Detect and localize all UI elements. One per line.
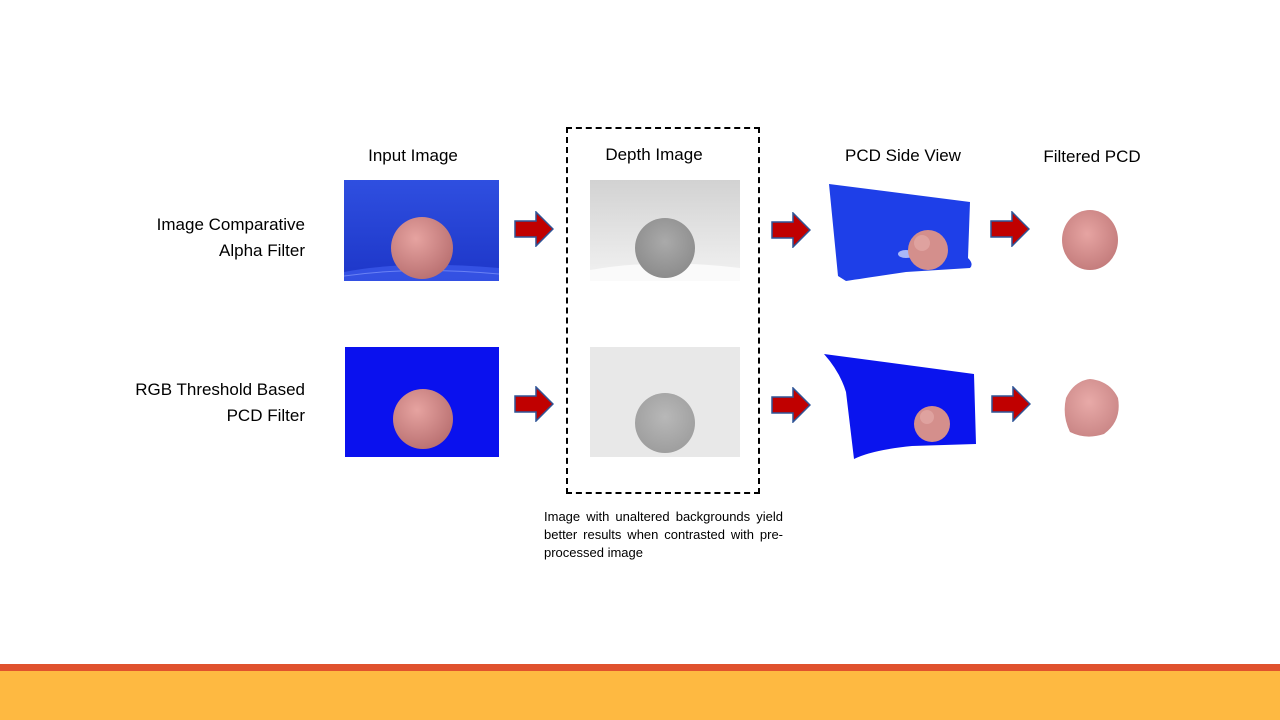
footer-accent-line bbox=[0, 664, 1280, 671]
header-depth-image: Depth Image bbox=[605, 145, 703, 164]
arrow-right-icon bbox=[514, 386, 554, 422]
header-pcd-side-view: PCD Side View bbox=[845, 146, 961, 165]
footer-bar bbox=[0, 671, 1280, 720]
header-filtered-pcd: Filtered PCD bbox=[1043, 147, 1141, 166]
row-label-rgb-threshold: RGB Threshold Based PCD Filter bbox=[85, 377, 305, 429]
pcd-side-view-row1 bbox=[826, 180, 976, 286]
input-image-row2 bbox=[345, 347, 499, 457]
filtered-pcd-row2 bbox=[1060, 376, 1122, 440]
header-input-image: Input Image bbox=[368, 146, 458, 165]
row-label-line: RGB Threshold Based bbox=[135, 380, 305, 399]
row-label-line: PCD Filter bbox=[226, 406, 305, 425]
arrow-right-icon bbox=[771, 387, 811, 423]
arrow-right-icon bbox=[991, 386, 1031, 422]
depth-note: Image with unaltered backgrounds yield b… bbox=[544, 509, 783, 560]
filtered-pcd-row1 bbox=[1058, 206, 1120, 272]
input-image-row1 bbox=[344, 180, 499, 281]
depth-image-row2 bbox=[590, 347, 740, 457]
arrow-right-icon bbox=[990, 211, 1030, 247]
depth-highlight-box bbox=[566, 127, 760, 494]
arrow-right-icon bbox=[514, 211, 554, 247]
depth-image-row1 bbox=[590, 180, 740, 281]
arrow-right-icon bbox=[771, 212, 811, 248]
row-label-alpha-filter: Image Comparative Alpha Filter bbox=[85, 212, 305, 264]
row-label-line: Image Comparative bbox=[156, 215, 305, 234]
row-label-line: Alpha Filter bbox=[219, 241, 305, 260]
pcd-side-view-row2 bbox=[822, 352, 977, 460]
